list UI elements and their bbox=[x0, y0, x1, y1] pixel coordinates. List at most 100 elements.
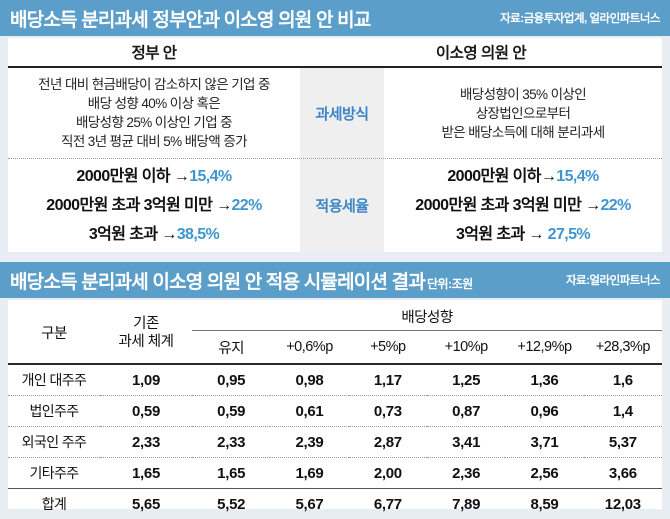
table-row-other: 기타주주 1,65 1,65 1,69 2,00 2,36 2,56 3,66 bbox=[8, 458, 662, 489]
simulation-bar-left: 배당소득 분리과세 이소영 의원 안 적용 시뮬레이션 결과 단위:조원 bbox=[10, 267, 473, 294]
cell-value: 5,67 bbox=[270, 489, 348, 519]
col-header-existing-line1: 기존 bbox=[101, 315, 191, 333]
cell-value: 12,03 bbox=[584, 489, 662, 519]
col-header-scenario: +0,6%p bbox=[270, 331, 348, 365]
gov-method-line: 배당 성향 40% 이상 혹은 bbox=[8, 94, 300, 113]
cell-value: 1,25 bbox=[427, 364, 505, 396]
gov-method-line: 직전 3년 평균 대비 5% 배당액 증가 bbox=[8, 132, 300, 151]
taxation-method-row: 전년 대비 현금배당이 감소하지 않은 기업 중 배당 성향 40% 이상 혹은… bbox=[8, 68, 662, 158]
cell-value: 1,69 bbox=[270, 458, 348, 489]
comparison-section-bar: 배당소득 분리과세 정부안과 이소영 의원 안 비교 자료:금융투자업계, 얼라… bbox=[0, 0, 670, 36]
table-row-individual-major: 개인 대주주 1,09 0,95 0,98 1,17 1,25 1,36 1,6 bbox=[8, 364, 662, 396]
cell-value: 1,09 bbox=[100, 364, 192, 396]
lee-rate-percent: 27,5% bbox=[544, 226, 590, 243]
gov-rate-line: 2000만원 이하 →15,4% bbox=[8, 162, 300, 191]
table-row-foreign: 외국인 주주 2,33 2,33 2,39 2,87 3,41 3,71 5,3… bbox=[8, 427, 662, 458]
lee-rate-line: 3억원 초과 → 27,5% bbox=[384, 220, 662, 249]
cell-value: 1,6 bbox=[584, 364, 662, 396]
gov-rate-text: 3억원 초과 → bbox=[89, 226, 177, 243]
gov-method-line: 전년 대비 현금배당이 감소하지 않은 기업 중 bbox=[8, 75, 300, 94]
applied-rate-label: 적용세율 bbox=[315, 195, 368, 216]
taxation-method-label: 과세방식 bbox=[315, 103, 368, 124]
simulation-title: 배당소득 분리과세 이소영 의원 안 적용 시뮬레이션 결과 bbox=[10, 267, 425, 294]
simulation-section-bar: 배당소득 분리과세 이소영 의원 안 적용 시뮬레이션 결과 단위:조원 자료:… bbox=[0, 262, 670, 298]
taxation-method-label-cell: 과세방식 bbox=[300, 68, 384, 158]
cell-value: 2,87 bbox=[349, 427, 427, 458]
lee-rate-percent: 22% bbox=[601, 197, 631, 214]
col-header-scenario: +5%p bbox=[349, 331, 427, 365]
row-label: 개인 대주주 bbox=[8, 364, 100, 396]
cell-value: 5,37 bbox=[584, 427, 662, 458]
cell-value: 2,36 bbox=[427, 458, 505, 489]
lee-method-line: 배당성향이 35% 이상인 bbox=[384, 85, 662, 104]
col-header-scenario: 유지 bbox=[192, 331, 270, 365]
col-header-category: 구분 bbox=[8, 302, 100, 364]
row-label: 외국인 주주 bbox=[8, 427, 100, 458]
cell-value: 2,39 bbox=[270, 427, 348, 458]
cell-value: 3,41 bbox=[427, 427, 505, 458]
lee-rate-line: 2000만원 초과 3억원 미만 →22% bbox=[384, 191, 662, 220]
simulation-table-card: 구분 기존 과세 체계 배당성향 유지 +0,6%p +5%p +10%p +1… bbox=[8, 300, 662, 509]
gov-method-cell: 전년 대비 현금배당이 감소하지 않은 기업 중 배당 성향 40% 이상 혹은… bbox=[8, 68, 300, 158]
cell-value: 0,59 bbox=[100, 396, 192, 427]
gov-rate-text: 2000만원 이하 → bbox=[76, 168, 189, 185]
comparison-title: 배당소득 분리과세 정부안과 이소영 의원 안 비교 bbox=[10, 5, 370, 32]
comparison-table: 정부 안 이소영 의원 안 전년 대비 현금배당이 감소하지 않은 기업 중 배… bbox=[8, 38, 662, 252]
lee-rate-text: 2000만원 이하→ bbox=[447, 168, 556, 185]
lee-rate-cell: 2000만원 이하→15,4% 2000만원 초과 3억원 미만 →22% 3억… bbox=[384, 159, 662, 252]
cell-value: 1,65 bbox=[192, 458, 270, 489]
cell-value: 0,61 bbox=[270, 396, 348, 427]
lee-rate-text: 2000만원 초과 3억원 미만 → bbox=[415, 197, 600, 214]
simulation-unit: 단위:조원 bbox=[427, 275, 473, 292]
gov-rate-line: 2000만원 초과 3억원 미만 →22% bbox=[8, 191, 300, 220]
col-header-scenario: +12,9%p bbox=[505, 331, 583, 365]
gov-rate-percent: 15,4% bbox=[189, 168, 231, 185]
cell-value: 5,52 bbox=[192, 489, 270, 519]
col-header-existing-line2: 과세 체계 bbox=[101, 333, 191, 351]
gov-rate-percent: 38,5% bbox=[177, 226, 219, 243]
col-header-existing-system: 기존 과세 체계 bbox=[100, 302, 192, 364]
cell-value: 1,36 bbox=[505, 364, 583, 396]
comparison-column-headers: 정부 안 이소영 의원 안 bbox=[8, 38, 662, 68]
col-header-scenario: +10%p bbox=[427, 331, 505, 365]
gov-plan-column-header: 정부 안 bbox=[8, 41, 300, 63]
lee-method-line: 받은 배당소득에 대해 분리과세 bbox=[384, 123, 662, 142]
cell-value: 0,98 bbox=[270, 364, 348, 396]
gov-rate-percent: 22% bbox=[232, 197, 262, 214]
cell-value: 1,65 bbox=[100, 458, 192, 489]
applied-rate-label-cell: 적용세율 bbox=[300, 159, 384, 252]
cell-value: 2,33 bbox=[100, 427, 192, 458]
table-row-total: 합계 5,65 5,52 5,67 6,77 7,89 8,59 12,03 bbox=[8, 489, 662, 519]
cell-value: 1,4 bbox=[584, 396, 662, 427]
cell-value: 5,65 bbox=[100, 489, 192, 519]
cell-value: 0,95 bbox=[192, 364, 270, 396]
section-gap bbox=[0, 252, 670, 262]
cell-value: 0,96 bbox=[505, 396, 583, 427]
comparison-source: 자료:금융투자업계, 얼라인파트너스 bbox=[500, 10, 660, 26]
cell-value: 0,59 bbox=[192, 396, 270, 427]
row-label: 합계 bbox=[8, 489, 100, 519]
row-label: 법인주주 bbox=[8, 396, 100, 427]
simulation-source: 자료:얼라인파트너스 bbox=[566, 272, 660, 288]
gov-method-line: 배당성향 25% 이상인 기업 중 bbox=[8, 113, 300, 132]
gov-rate-cell: 2000만원 이하 →15,4% 2000만원 초과 3억원 미만 →22% 3… bbox=[8, 159, 300, 252]
cell-value: 6,77 bbox=[349, 489, 427, 519]
lee-plan-column-header: 이소영 의원 안 bbox=[300, 41, 662, 63]
cell-value: 0,87 bbox=[427, 396, 505, 427]
gov-rate-text: 2000만원 초과 3억원 미만 → bbox=[46, 197, 231, 214]
cell-value: 2,56 bbox=[505, 458, 583, 489]
lee-method-line: 상장법인으로부터 bbox=[384, 104, 662, 123]
row-label: 기타주주 bbox=[8, 458, 100, 489]
cell-value: 3,66 bbox=[584, 458, 662, 489]
cell-value: 7,89 bbox=[427, 489, 505, 519]
cell-value: 2,33 bbox=[192, 427, 270, 458]
cell-value: 3,71 bbox=[505, 427, 583, 458]
simulation-table: 구분 기존 과세 체계 배당성향 유지 +0,6%p +5%p +10%p +1… bbox=[8, 302, 662, 519]
gov-rate-line: 3억원 초과 →38,5% bbox=[8, 220, 300, 249]
table-row-corporate: 법인주주 0,59 0,59 0,61 0,73 0,87 0,96 1,4 bbox=[8, 396, 662, 427]
cell-value: 2,00 bbox=[349, 458, 427, 489]
lee-rate-percent: 15,4% bbox=[556, 168, 598, 185]
lee-rate-line: 2000만원 이하→15,4% bbox=[384, 162, 662, 191]
comparison-bar-left: 배당소득 분리과세 정부안과 이소영 의원 안 비교 bbox=[10, 5, 370, 32]
applied-rate-row: 2000만원 이하 →15,4% 2000만원 초과 3억원 미만 →22% 3… bbox=[8, 158, 662, 252]
